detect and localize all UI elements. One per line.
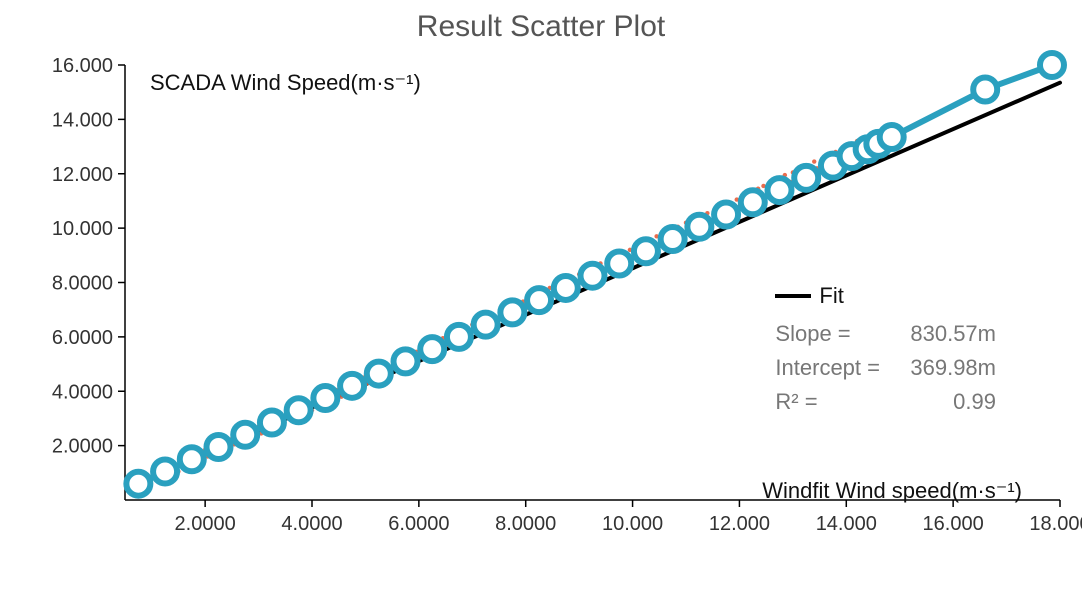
svg-text:16.000: 16.000: [52, 55, 113, 77]
svg-text:2.0000: 2.0000: [175, 513, 236, 535]
svg-text:18.000: 18.000: [1029, 513, 1082, 535]
legend-row-r2: R² = 0.99: [775, 386, 1002, 420]
legend-value: 830.57m: [886, 318, 1002, 352]
svg-text:10.000: 10.000: [602, 513, 663, 535]
svg-text:6.0000: 6.0000: [52, 327, 113, 349]
legend-label: Slope =: [775, 318, 886, 352]
legend: Fit Slope = 830.57m Intercept = 369.98m …: [775, 280, 1002, 420]
svg-text:2.0000: 2.0000: [52, 436, 113, 458]
legend-row-intercept: Intercept = 369.98m: [775, 352, 1002, 386]
svg-text:12.000: 12.000: [52, 164, 113, 186]
legend-value: 369.98m: [886, 352, 1002, 386]
svg-text:16.000: 16.000: [923, 513, 984, 535]
svg-text:8.0000: 8.0000: [52, 273, 113, 295]
svg-text:14.000: 14.000: [816, 513, 877, 535]
legend-value: 0.99: [886, 386, 1002, 420]
legend-label: Intercept =: [775, 352, 886, 386]
legend-fit-label: Fit: [819, 280, 843, 312]
svg-text:8.0000: 8.0000: [495, 513, 556, 535]
scatter-chart: Result Scatter Plot 2.0000 4.0000 6.0000 8.…: [0, 0, 1082, 594]
svg-text:14.000: 14.000: [52, 109, 113, 131]
x-axis-label: Windfit Wind speed(m·s⁻¹): [762, 478, 1022, 504]
legend-label: R² =: [775, 386, 886, 420]
svg-text:4.0000: 4.0000: [52, 381, 113, 403]
legend-fit-row: Fit: [775, 280, 1002, 312]
fit-line-swatch: [775, 294, 811, 298]
legend-row-slope: Slope = 830.57m: [775, 318, 1002, 352]
chart-title: Result Scatter Plot: [0, 10, 1082, 44]
svg-text:4.0000: 4.0000: [281, 513, 342, 535]
y-axis-label: SCADA Wind Speed(m·s⁻¹): [150, 70, 421, 96]
svg-text:6.0000: 6.0000: [388, 513, 449, 535]
svg-text:12.000: 12.000: [709, 513, 770, 535]
svg-text:10.000: 10.000: [52, 218, 113, 240]
legend-table: Slope = 830.57m Intercept = 369.98m R² =…: [775, 318, 1002, 420]
